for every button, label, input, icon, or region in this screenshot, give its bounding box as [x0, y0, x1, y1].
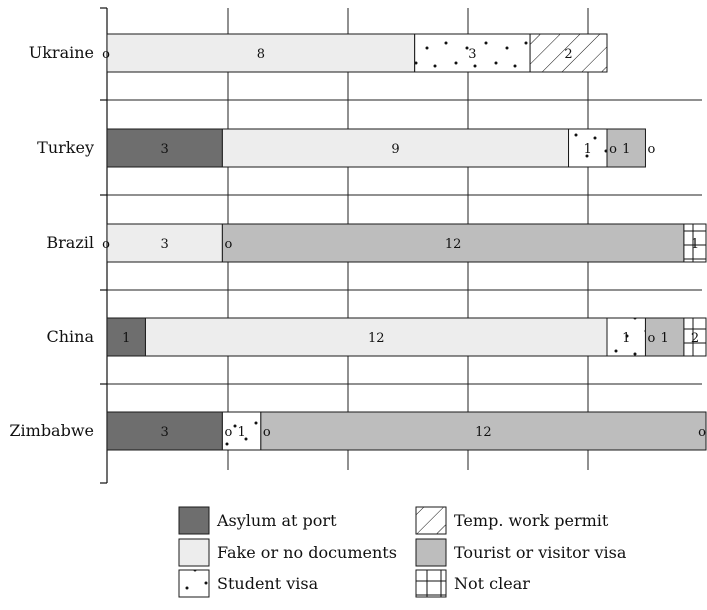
legend-label-temp-work-permit: Temp. work permit	[454, 511, 609, 530]
bar-china-asylum-at-port	[106, 317, 146, 357]
legend-swatch-tourist-or-visitor-visa	[415, 538, 447, 567]
value-label-brazil-fake-or-no-documents: 3	[161, 237, 169, 252]
bar-brazil-tourist-or-visitor-visa	[221, 223, 685, 263]
value-label-turkey-fake-or-no-documents: 9	[391, 142, 399, 157]
category-label-brazil: Brazil	[46, 233, 94, 252]
value-label-ukraine-fake-or-no-documents: 8	[257, 47, 265, 62]
value-label-china-student-visa: 1	[622, 331, 630, 346]
bar-value-labels: o 8 3 23 9 1 o 1 oo 3 o 12 11 12 1 o 1 23 o 1 o 12 o	[102, 47, 706, 440]
value-label-china-fake-or-no-documents: 12	[368, 331, 385, 346]
value-label-zimbabwe-student-visa: 1	[237, 425, 245, 440]
value-label-china-tourist-or-visitor-visa: 1	[661, 331, 669, 346]
legend-label-asylum-at-port: Asylum at port	[216, 511, 337, 530]
value-label-zimbabwe-temp-work-permit: o	[263, 425, 271, 440]
value-label-turkey-temp-work-permit: o	[609, 142, 617, 157]
value-label-turkey-student-visa: 1	[584, 142, 592, 157]
legend-item-fake-or-no-documents: Fake or no documents	[178, 538, 397, 567]
value-label-zimbabwe-tourist-or-visitor-visa: 12	[475, 425, 492, 440]
bar-brazil-fake-or-no-documents	[106, 223, 223, 263]
bar-china-student-visa	[606, 317, 646, 357]
value-label-turkey-asylum-at-port: 3	[161, 142, 169, 157]
bar-ukraine-temp-work-permit	[529, 33, 608, 73]
bar-zimbabwe-student-visa	[221, 411, 262, 451]
legend: Asylum at port Fake or no documents Studen…	[178, 506, 627, 598]
bar-china-not-clear	[683, 317, 707, 357]
legend-swatch-not-clear	[415, 569, 447, 598]
bars	[106, 33, 707, 451]
category-label-ukraine: Ukraine	[29, 43, 94, 62]
value-label-brazil-not-clear: 1	[691, 237, 699, 252]
value-label-turkey-not-clear: o	[648, 142, 656, 157]
category-label-china: China	[46, 327, 94, 346]
legend-item-not-clear: Not clear	[415, 569, 530, 598]
legend-item-asylum-at-port: Asylum at port	[178, 506, 337, 535]
value-label-china-temp-work-permit: o	[648, 331, 656, 346]
bar-turkey-student-visa	[568, 128, 608, 168]
legend-item-tourist-or-visitor-visa: Tourist or visitor visa	[415, 538, 627, 567]
value-label-brazil-asylum-at-port: o	[102, 237, 110, 252]
value-label-ukraine-asylum-at-port: o	[102, 47, 110, 62]
category-labels: Ukraine Turkey Brazil China Zimbabwe	[9, 43, 94, 440]
category-label-zimbabwe: Zimbabwe	[9, 421, 94, 440]
bar-zimbabwe-tourist-or-visitor-visa	[260, 411, 707, 451]
value-label-zimbabwe-fake-or-no-documents: o	[224, 425, 232, 440]
bar-china-tourist-or-visitor-visa	[644, 317, 685, 357]
legend-swatch-asylum-at-port	[178, 506, 210, 535]
bar-turkey-fake-or-no-documents	[221, 128, 570, 168]
legend-swatch-temp-work-permit	[415, 506, 447, 535]
value-label-brazil-tourist-or-visitor-visa: 12	[445, 237, 462, 252]
legend-label-not-clear: Not clear	[454, 574, 530, 593]
value-label-zimbabwe-not-clear: o	[698, 425, 706, 440]
legend-label-tourist-or-visitor-visa: Tourist or visitor visa	[454, 543, 627, 562]
bar-ukraine-fake-or-no-documents	[106, 33, 416, 73]
legend-item-student-visa: Student visa	[178, 569, 319, 598]
value-label-zimbabwe-asylum-at-port: 3	[161, 425, 169, 440]
bar-turkey-tourist-or-visitor-visa	[606, 128, 646, 168]
bar-brazil-not-clear	[683, 223, 707, 263]
legend-swatch-fake-or-no-documents	[178, 538, 210, 567]
category-label-turkey: Turkey	[37, 138, 94, 157]
grid-lines	[107, 8, 702, 470]
legend-item-temp-work-permit: Temp. work permit	[415, 506, 609, 535]
value-label-china-not-clear: 2	[691, 331, 699, 346]
value-label-brazil-student-visa: o	[224, 237, 232, 252]
value-label-turkey-tourist-or-visitor-visa: 1	[622, 142, 630, 157]
value-label-ukraine-temp-work-permit: 2	[564, 47, 572, 62]
legend-label-student-visa: Student visa	[217, 574, 319, 593]
bar-turkey-asylum-at-port	[106, 128, 223, 168]
legend-label-fake-or-no-documents: Fake or no documents	[217, 543, 397, 562]
value-label-ukraine-student-visa: 3	[468, 47, 476, 62]
value-label-china-asylum-at-port: 1	[122, 331, 130, 346]
bar-zimbabwe-asylum-at-port	[106, 411, 223, 451]
legend-swatch-student-visa	[178, 569, 210, 598]
